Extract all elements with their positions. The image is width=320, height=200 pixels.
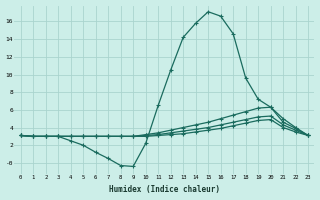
X-axis label: Humidex (Indice chaleur): Humidex (Indice chaleur) [109,185,220,194]
